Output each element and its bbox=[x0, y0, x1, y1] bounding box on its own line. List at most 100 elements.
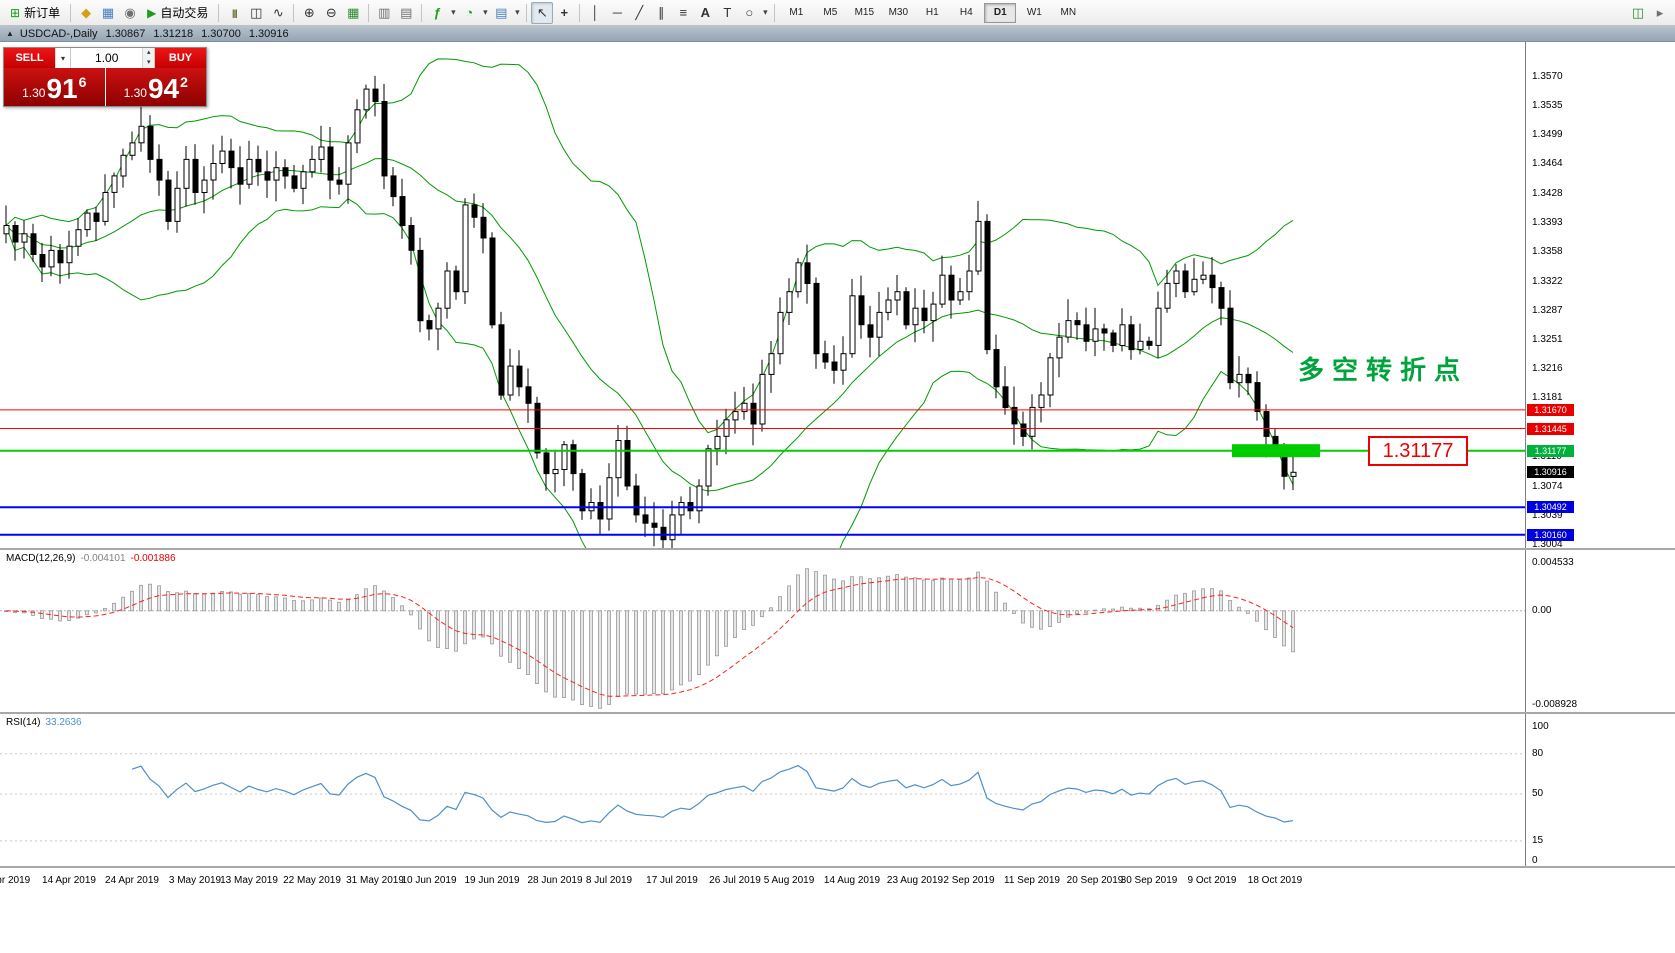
candlestick-chart[interactable] bbox=[0, 42, 1525, 548]
ohlc-close: 1.30916 bbox=[248, 27, 289, 40]
volume-down-icon[interactable]: ▾ bbox=[143, 58, 154, 68]
metaquotes-icon[interactable]: ◉ bbox=[124, 4, 136, 20]
date-label: 31 May 2019 bbox=[346, 875, 404, 886]
buy-price-small: 1.30 bbox=[123, 86, 147, 100]
toolbar-expand-icon[interactable]: ▸ bbox=[1656, 4, 1664, 20]
sell-button[interactable]: SELL bbox=[4, 48, 55, 68]
rsi-chart[interactable] bbox=[0, 714, 1525, 866]
date-label: 10 Jun 2019 bbox=[401, 875, 457, 886]
channel-tool-icon[interactable]: ∥ bbox=[658, 4, 665, 20]
date-label: 17 Jul 2019 bbox=[646, 875, 698, 886]
new-order-icon: ⊞ bbox=[10, 5, 21, 20]
chevron-down-icon[interactable]: ▾ bbox=[483, 7, 488, 17]
cursor-icon[interactable]: ↖ bbox=[531, 1, 554, 24]
rsi-axis-label: 0 bbox=[1532, 855, 1538, 866]
price-axis-label: 1.3251 bbox=[1532, 334, 1563, 345]
price-axis-label: 1.3181 bbox=[1532, 392, 1563, 403]
volume-field: ▴ ▾ bbox=[70, 48, 155, 68]
fibonacci-tool-icon[interactable]: ≡ bbox=[679, 4, 688, 20]
timeframe-h4[interactable]: H4 bbox=[959, 6, 973, 18]
timeframe-m5[interactable]: M5 bbox=[823, 6, 838, 18]
chevron-down-icon[interactable]: ▾ bbox=[515, 7, 520, 17]
price-axis-label: 1.3216 bbox=[1532, 363, 1563, 374]
rsi-panel[interactable]: RSI(14) 33.2636 100 80 50 15 0 bbox=[0, 714, 1675, 866]
zoom-out-icon[interactable]: ⊖ bbox=[325, 4, 337, 20]
timeframe-m1[interactable]: M1 bbox=[789, 6, 804, 18]
date-label: 4 Apr 2019 bbox=[0, 875, 31, 886]
crosshair-icon[interactable]: + bbox=[560, 4, 569, 20]
buy-price-big: 94 bbox=[147, 73, 180, 104]
macd-axis[interactable]: 0.004533 0.00 -0.008928 bbox=[1525, 550, 1675, 712]
price-axis-label: 1.3428 bbox=[1532, 188, 1563, 199]
grid-icon[interactable]: ▦ bbox=[347, 4, 360, 20]
mini-chart-icon[interactable]: ◫ bbox=[1631, 4, 1645, 20]
date-label: 18 Oct 2019 bbox=[1247, 875, 1303, 886]
charts-icon[interactable]: ▦ bbox=[101, 4, 115, 20]
rsi-axis[interactable]: 100 80 50 15 0 bbox=[1525, 714, 1675, 866]
timeframe-m30[interactable]: M30 bbox=[888, 6, 909, 18]
text-tool-icon[interactable]: A bbox=[700, 4, 711, 20]
volume-dropdown-button[interactable]: ▾ bbox=[55, 48, 70, 68]
time-axis[interactable]: 4 Apr 2019 14 Apr 2019 24 Apr 2019 3 May 20… bbox=[0, 868, 1675, 953]
new-order-button[interactable]: ⊞ 新订单 bbox=[4, 2, 66, 24]
chevron-down-icon[interactable]: ▾ bbox=[763, 7, 768, 17]
line-chart-icon[interactable]: ∿ bbox=[272, 4, 284, 20]
date-label: 30 Sep 2019 bbox=[1120, 875, 1178, 886]
date-label: 9 Oct 2019 bbox=[1187, 875, 1237, 886]
periods-icon[interactable]: ◔ bbox=[465, 4, 474, 20]
price-axis[interactable]: 1.3570 1.3535 1.3499 1.3464 1.3428 1.3393 1.33… bbox=[1525, 42, 1675, 548]
label-tool-icon[interactable]: T bbox=[723, 4, 732, 20]
profiles-icon[interactable]: ◆ bbox=[81, 4, 92, 20]
toolbar-separator bbox=[368, 3, 370, 22]
price-axis-label: 1.3358 bbox=[1532, 246, 1563, 257]
turning-point-annotation: 多空转折点 bbox=[1298, 355, 1469, 385]
macd-panel[interactable]: MACD(12,26,9) -0.004101 -0.001886 0.004533… bbox=[0, 550, 1675, 712]
tile-windows-icon[interactable]: ▥ bbox=[378, 4, 391, 20]
candle-chart-icon[interactable]: ◫ bbox=[250, 4, 263, 20]
date-label: 24 Apr 2019 bbox=[105, 875, 159, 886]
templates-icon[interactable]: ▤ bbox=[495, 4, 508, 20]
shapes-tool-icon[interactable]: ○ bbox=[745, 4, 754, 20]
macd-name: MACD(12,26,9) bbox=[6, 553, 76, 564]
trendline-tool-icon[interactable]: ╱ bbox=[635, 4, 644, 20]
timeframe-w1[interactable]: W1 bbox=[1026, 6, 1042, 18]
price-axis-label: 1.3074 bbox=[1532, 481, 1563, 492]
sell-price-small: 1.30 bbox=[22, 86, 46, 100]
buy-button[interactable]: BUY bbox=[155, 48, 206, 68]
chart-symbol-title: USDCAD-,Daily bbox=[19, 27, 98, 40]
date-label: 13 May 2019 bbox=[220, 875, 278, 886]
chart-window-titlebar[interactable]: ▲ USDCAD-,Daily 1.30867 1.31218 1.30700 … bbox=[0, 26, 1675, 42]
macd-axis-label: -0.008928 bbox=[1532, 699, 1578, 710]
sell-price-display[interactable]: 1.30 91 6 bbox=[4, 68, 105, 106]
autotrading-button[interactable]: ▶ 自动交易 bbox=[141, 2, 214, 24]
new-order-label: 新订单 bbox=[24, 6, 61, 20]
time-labels: 4 Apr 2019 14 Apr 2019 24 Apr 2019 3 May 20… bbox=[0, 868, 1525, 953]
timeframe-h1[interactable]: H1 bbox=[925, 6, 939, 18]
macd-chart[interactable] bbox=[0, 550, 1525, 712]
price-axis-label: 1.3464 bbox=[1532, 158, 1563, 169]
timeframe-m15[interactable]: M15 bbox=[854, 6, 875, 18]
panel-splitter[interactable] bbox=[0, 712, 1675, 714]
horizontal-line-tool-icon[interactable]: ─ bbox=[612, 4, 622, 20]
toolbar-separator bbox=[218, 3, 220, 22]
zoom-in-icon[interactable]: ⊕ bbox=[303, 4, 315, 20]
panel-splitter[interactable] bbox=[0, 548, 1675, 550]
price-axis-label: 1.3039 bbox=[1532, 510, 1563, 521]
rsi-axis-label: 80 bbox=[1532, 748, 1544, 759]
panel-splitter[interactable] bbox=[0, 866, 1675, 868]
cascade-windows-icon[interactable]: ▤ bbox=[400, 4, 413, 20]
buy-price-display[interactable]: 1.30 94 2 bbox=[105, 68, 206, 106]
vertical-line-tool-icon[interactable]: │ bbox=[591, 4, 600, 20]
volume-input[interactable] bbox=[71, 48, 143, 68]
date-label: 14 Apr 2019 bbox=[42, 875, 96, 886]
timeframe-d1[interactable]: D1 bbox=[984, 2, 1017, 23]
chevron-down-icon[interactable]: ▾ bbox=[451, 7, 456, 17]
timeframe-mn[interactable]: MN bbox=[1060, 6, 1077, 18]
volume-up-icon[interactable]: ▴ bbox=[143, 48, 154, 58]
date-label: 22 May 2019 bbox=[283, 875, 341, 886]
toolbar-separator bbox=[421, 3, 423, 22]
bar-chart-icon[interactable]: ||| bbox=[232, 7, 238, 18]
indicators-icon[interactable]: ƒ bbox=[433, 4, 441, 20]
rsi-label: RSI(14) 33.2636 bbox=[6, 717, 82, 728]
